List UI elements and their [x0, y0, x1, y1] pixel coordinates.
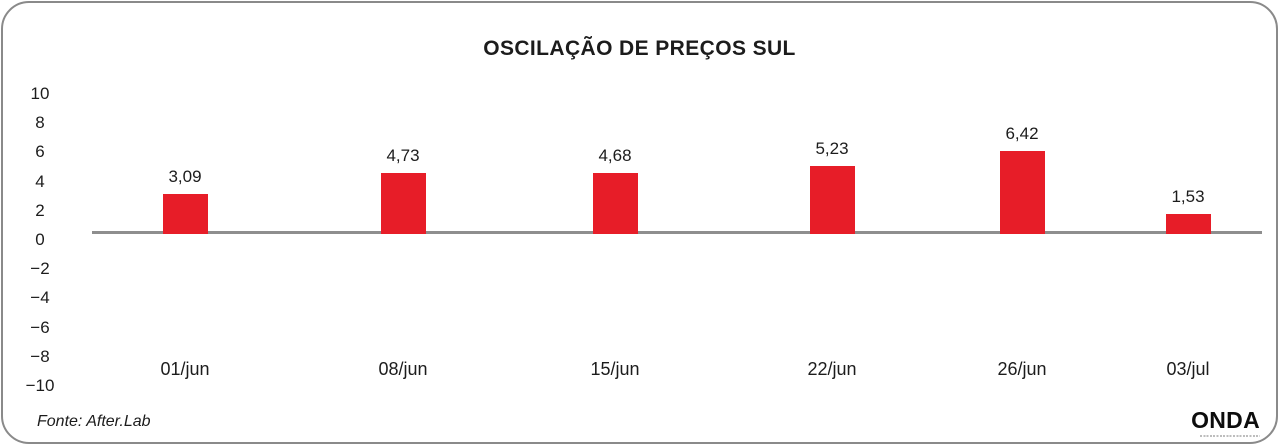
bar-value-label: 5,23 — [815, 139, 849, 158]
bar — [592, 173, 638, 234]
source-note: Fonte: After.Lab — [37, 413, 151, 430]
x-tick-label: 15/jun — [590, 359, 640, 379]
bar — [999, 151, 1045, 234]
y-tick-label: 0 — [35, 230, 45, 249]
y-tick-label: 10 — [30, 84, 50, 103]
y-tick-label: 4 — [35, 171, 45, 191]
x-tick-label: 22/jun — [807, 359, 857, 379]
x-tick-label: 26/jun — [997, 359, 1047, 379]
y-tick-label: 8 — [35, 113, 45, 133]
x-tick-label: 08/jun — [378, 359, 428, 379]
y-tick-label: −2 — [30, 259, 50, 279]
bar — [380, 173, 426, 234]
bar-value-label: 3,09 — [168, 167, 202, 186]
bar — [162, 194, 208, 234]
y-tick-label: −10 — [25, 376, 55, 395]
bar-value-label: 4,73 — [386, 146, 420, 165]
bar-value-label: 1,53 — [1171, 187, 1205, 206]
bar-value-label: 4,68 — [598, 146, 632, 165]
y-tick-label: −8 — [30, 346, 50, 366]
bar — [809, 166, 855, 234]
x-tick-label: 01/jun — [160, 359, 210, 379]
x-tick-label: 03/jul — [1166, 359, 1210, 379]
brand-logo-text: ONDA — [1191, 407, 1260, 433]
y-tick-label: 2 — [35, 200, 45, 220]
bar-value-label: 6,42 — [1005, 124, 1039, 143]
chart-title: OSCILAÇÃO DE PREÇOS SUL — [483, 37, 796, 60]
bar — [1165, 214, 1211, 234]
brand-logo: ONDA — [1191, 407, 1260, 437]
y-tick-label: 6 — [35, 142, 45, 162]
y-tick-label: −4 — [30, 288, 50, 308]
y-tick-label: −6 — [30, 317, 50, 337]
brand-tagline-microtext — [1200, 435, 1260, 437]
zero-axis-line — [92, 231, 1262, 234]
